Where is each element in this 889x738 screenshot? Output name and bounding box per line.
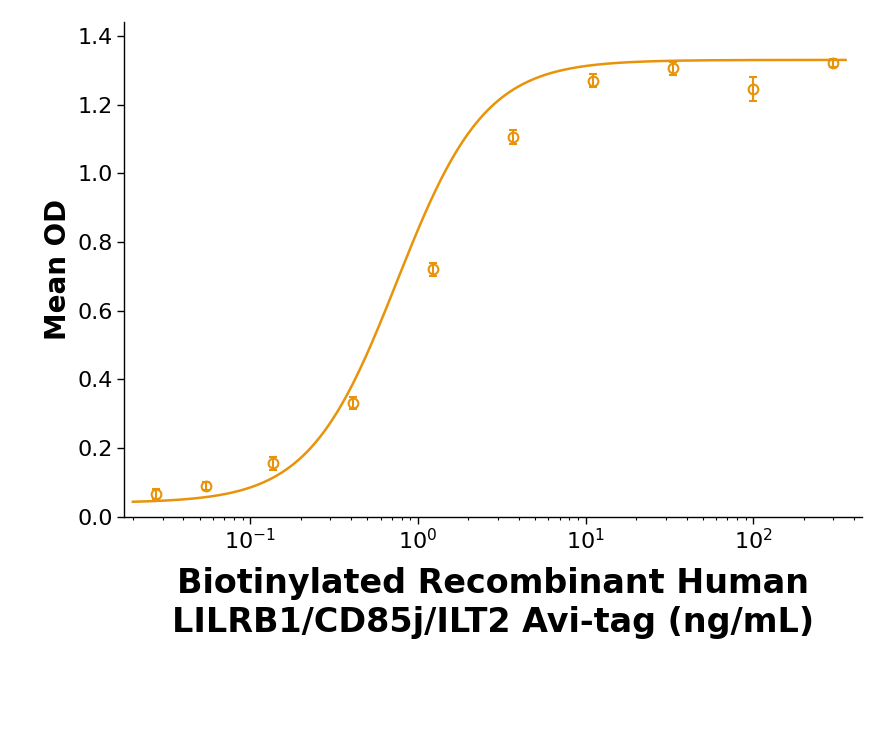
X-axis label: Biotinylated Recombinant Human
LILRB1/CD85j/ILT2 Avi-tag (ng/mL): Biotinylated Recombinant Human LILRB1/CD… <box>172 568 814 638</box>
Y-axis label: Mean OD: Mean OD <box>44 199 72 340</box>
